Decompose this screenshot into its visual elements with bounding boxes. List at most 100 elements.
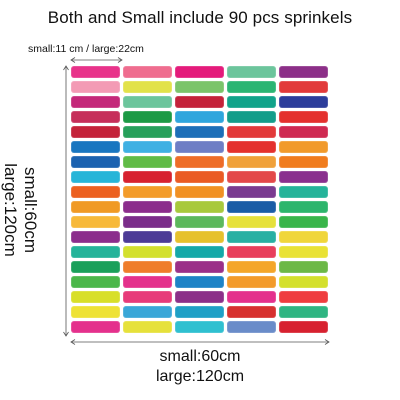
sprinkle-sticker (71, 141, 120, 153)
sprinkle-sticker (227, 186, 276, 198)
sprinkle-sticker (123, 96, 172, 108)
sprinkle-sticker (123, 231, 172, 243)
left-height-arrow (63, 65, 69, 337)
sprinkle-sticker (123, 171, 172, 183)
sprinkle-sticker (279, 156, 328, 168)
sprinkle-sticker (71, 246, 120, 258)
sprinkle-sticker (71, 66, 120, 78)
sprinkle-sticker (123, 306, 172, 318)
sprinkle-sticker (71, 186, 120, 198)
sprinkle-sticker (279, 231, 328, 243)
sprinkle-sticker (123, 216, 172, 228)
sprinkle-sticker (71, 111, 120, 123)
sprinkle-sticker (123, 156, 172, 168)
sprinkle-sticker (123, 81, 172, 93)
sprinkle-sticker (123, 321, 172, 333)
sprinkle-sticker (279, 321, 328, 333)
sprinkle-sticker (227, 66, 276, 78)
page-title: Both and Small include 90 pcs sprinkels (47, 8, 353, 27)
sprinkle-sticker (279, 276, 328, 288)
sprinkle-sticker (227, 81, 276, 93)
sprinkle-sticker (279, 261, 328, 273)
sprinkle-sticker (279, 171, 328, 183)
sprinkle-sticker (123, 246, 172, 258)
sprinkle-sticker (175, 141, 224, 153)
sprinkle-sticker (71, 156, 120, 168)
sprinkle-sticker (227, 111, 276, 123)
sprinkle-sticker (123, 186, 172, 198)
sprinkle-sticker (227, 321, 276, 333)
sprinkle-sticker (123, 201, 172, 213)
sprinkle-sticker (227, 261, 276, 273)
sprinkle-sticker (227, 231, 276, 243)
sprinkle-sticker (71, 291, 120, 303)
sprinkle-sticker (123, 261, 172, 273)
sprinkle-sticker (175, 156, 224, 168)
sprinkle-sticker (227, 96, 276, 108)
sprinkle-sticker (175, 126, 224, 138)
sprinkle-sticker (123, 111, 172, 123)
sprinkle-sticker (71, 171, 120, 183)
sprinkle-sticker (227, 291, 276, 303)
sprinkle-sticker (71, 261, 120, 273)
sprinkle-sticker (123, 126, 172, 138)
width-dimension-label: small:11 cm / large:22cm (28, 43, 144, 55)
sprinkle-sticker (279, 111, 328, 123)
sprinkle-sticker (175, 261, 224, 273)
sprinkle-sticker (227, 216, 276, 228)
sprinkle-sticker (175, 96, 224, 108)
sprinkle-sticker (123, 276, 172, 288)
width-small-label: small:60cm (159, 348, 241, 365)
sprinkle-sticker (175, 171, 224, 183)
sprinkle-sticker (279, 291, 328, 303)
sprinkle-sticker (175, 306, 224, 318)
sprinkle-sticker (279, 216, 328, 228)
sprinkle-sticker (279, 81, 328, 93)
sprinkle-sticker (71, 276, 120, 288)
sprinkle-sticker (279, 306, 328, 318)
sprinkle-sticker (175, 186, 224, 198)
sprinkle-sticker (175, 246, 224, 258)
sprinkle-sticker (279, 246, 328, 258)
sprinkle-sticker (227, 126, 276, 138)
sprinkle-sticker (71, 126, 120, 138)
sprinkle-sticker (279, 66, 328, 78)
sprinkle-grid (71, 66, 329, 336)
sprinkle-sticker (279, 186, 328, 198)
sprinkle-sticker (175, 276, 224, 288)
sprinkle-sticker (71, 201, 120, 213)
sprinkle-sticker (175, 81, 224, 93)
sprinkle-sticker (227, 141, 276, 153)
sprinkle-sticker (175, 291, 224, 303)
sprinkle-sticker (227, 276, 276, 288)
sprinkle-sticker (175, 201, 224, 213)
sprinkle-sticker (175, 321, 224, 333)
sprinkle-sticker (227, 156, 276, 168)
sprinkle-sticker (123, 141, 172, 153)
sprinkle-sticker (71, 231, 120, 243)
height-small-label: small:60cm (21, 167, 40, 253)
sprinkle-sticker (175, 231, 224, 243)
top-width-arrow (70, 57, 123, 63)
height-dimension-label: small:60cm large:120cm (0, 163, 40, 257)
sprinkle-sticker (279, 126, 328, 138)
sprinkle-sticker (71, 81, 120, 93)
sprinkle-sticker (279, 201, 328, 213)
sprinkle-sticker (175, 216, 224, 228)
height-large-label: large:120cm (1, 163, 20, 257)
sprinkle-sticker (227, 246, 276, 258)
sprinkle-sticker (71, 321, 120, 333)
sprinkle-sticker (227, 201, 276, 213)
bottom-width-arrow (70, 339, 330, 345)
sprinkle-sticker (71, 96, 120, 108)
sprinkle-sticker (71, 216, 120, 228)
sprinkle-sticker (227, 171, 276, 183)
sprinkle-sticker (279, 141, 328, 153)
sprinkle-sticker (227, 306, 276, 318)
width-large-label: large:120cm (155, 368, 245, 385)
sprinkle-sticker (175, 111, 224, 123)
sprinkle-sticker (123, 291, 172, 303)
sprinkle-sticker (71, 306, 120, 318)
sprinkle-sticker (123, 66, 172, 78)
sprinkle-sticker (279, 96, 328, 108)
